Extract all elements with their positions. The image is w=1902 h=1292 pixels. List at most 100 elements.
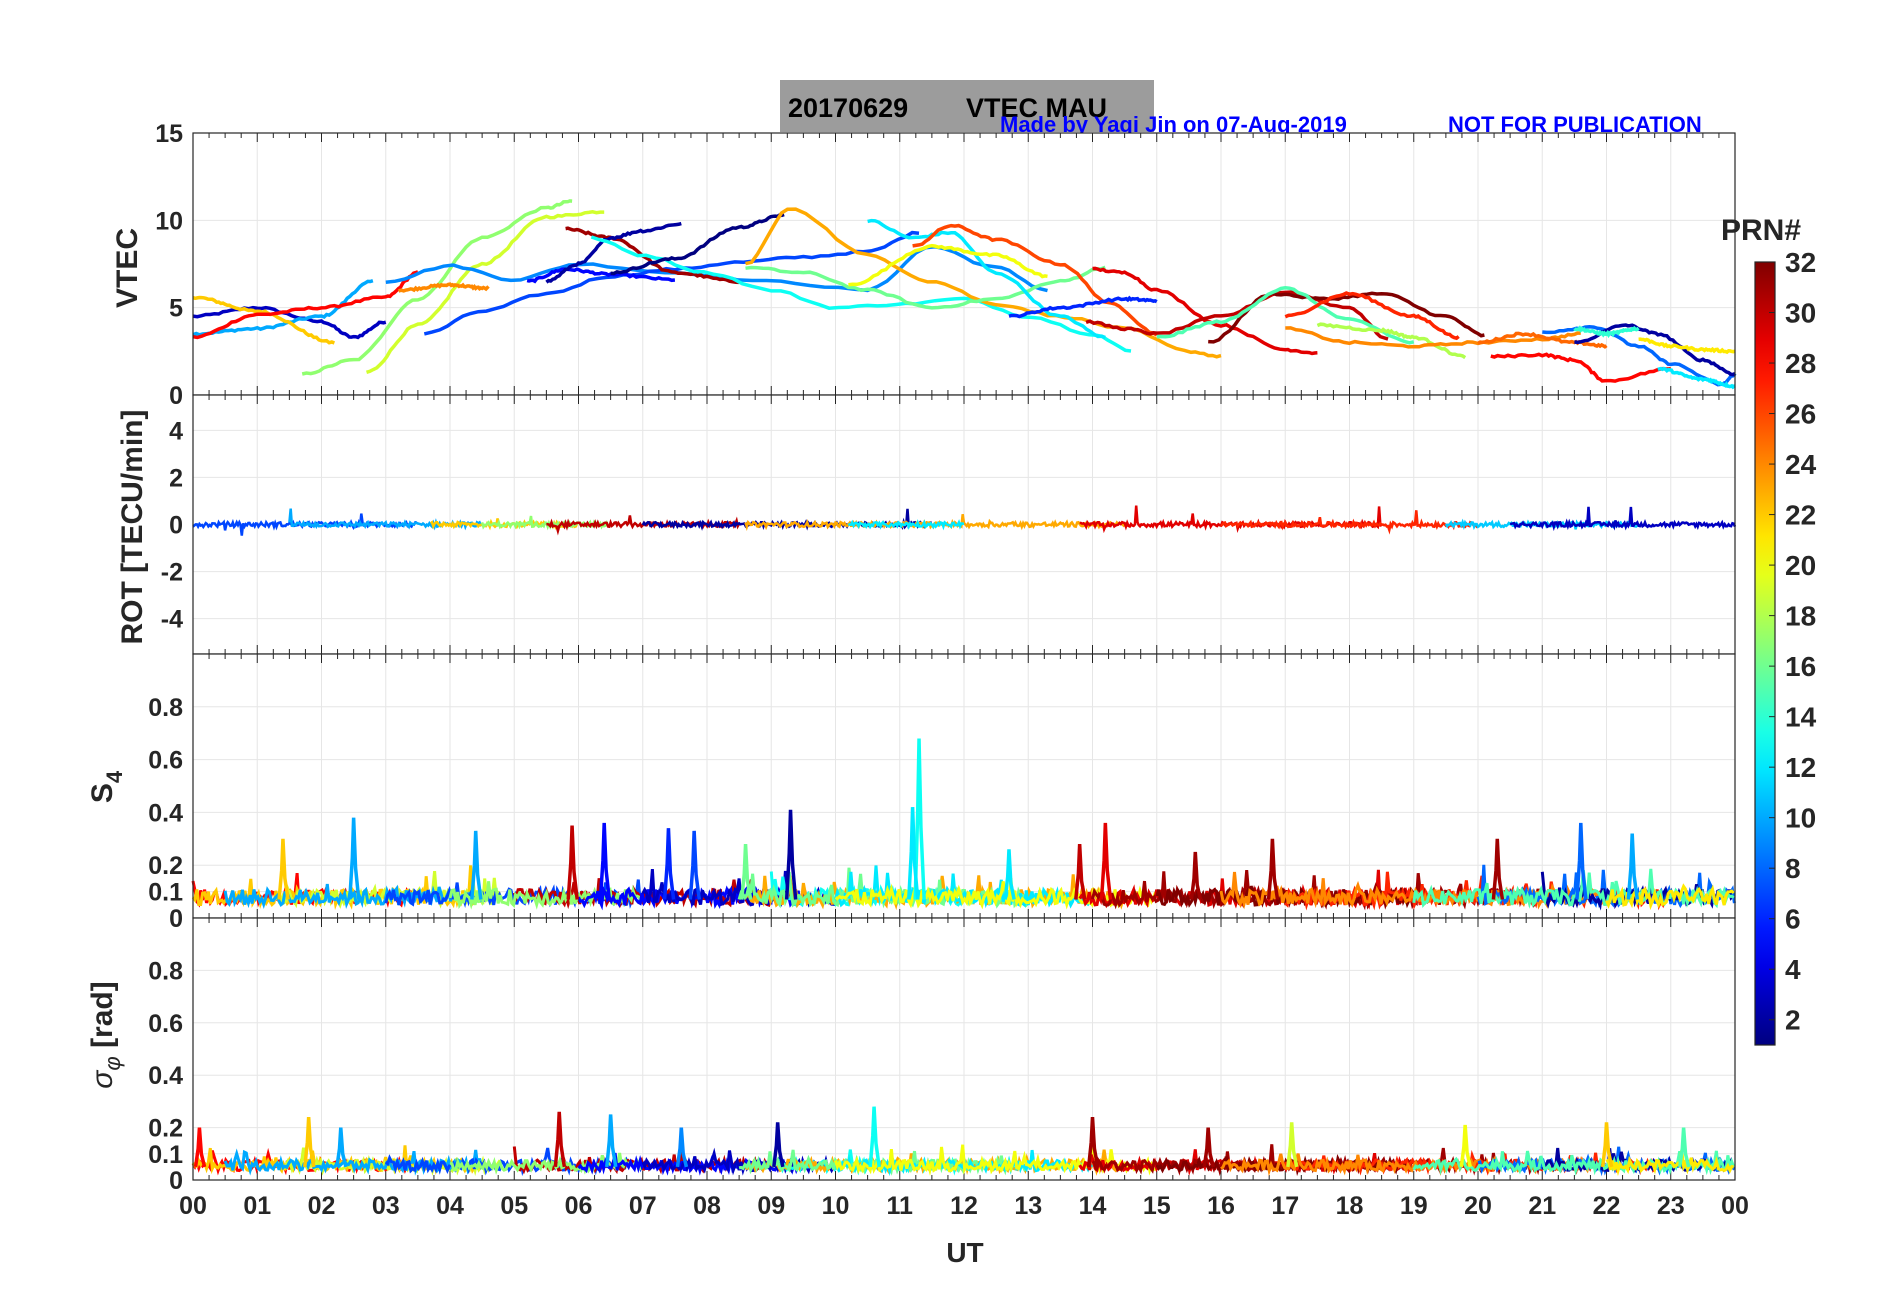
s4-spike-prn-10: [1626, 833, 1640, 900]
sigma_phi-spike-prn-10: [605, 1114, 618, 1168]
sigma-phi-panel: 00.10.2 0.4 0.6 0.8: [148, 917, 1736, 1195]
s4-spike-prn-31: [1491, 838, 1505, 900]
x-tick-label: 23: [1657, 1192, 1685, 1220]
x-tick-label: 00: [179, 1192, 207, 1220]
x-tick-label: 08: [693, 1192, 721, 1220]
vtec-series-prn-22: [192, 295, 336, 345]
sigma_phi-spike-prn-30: [553, 1111, 567, 1168]
vtec-ytick-label: 0: [169, 382, 183, 410]
colorbar-tick-label: 6: [1785, 904, 1801, 935]
s4-spike-prn-12: [906, 807, 920, 900]
vtec-series-prn-15: [1156, 286, 1415, 345]
s4-ytick-label: 0.4: [148, 799, 183, 827]
s4-ylabel: S4: [86, 770, 127, 803]
title-date: 20170629: [788, 93, 908, 123]
s4-spike-prn-22: [277, 838, 290, 900]
vtec-series-prn-30: [1085, 290, 1389, 341]
sigma_phi-ytick-label: 0.4: [148, 1062, 183, 1090]
x-tick-labels: 00 01 02 03 04 05 06 07 08 09 10 11 12 13 14 15 16 17 18 19…: [179, 1192, 1749, 1220]
x-tick-label: 03: [372, 1192, 400, 1220]
vtec-series-prn-27: [1284, 291, 1460, 341]
vtec-series-prn-28: [1490, 352, 1671, 383]
sigma_phi-spike-prn-28: [193, 1127, 207, 1168]
colorbar-tick-label: 28: [1785, 348, 1816, 379]
s4-ylabel-main: S: [86, 783, 119, 803]
s4-ytick-label: 0.1: [148, 879, 183, 907]
s4-panel: 00.10.2 0.4 0.6 0.8: [148, 653, 1736, 933]
s4-series-prn-24: [1219, 871, 1607, 910]
colorbar-tick-label: 22: [1785, 500, 1816, 531]
vtec-series-prn-17: [301, 199, 573, 376]
rot-series-prn-27: [1220, 510, 1479, 535]
sigma_phi-spike-prn-20: [1459, 1124, 1472, 1168]
colorbar-tick-label: 20: [1785, 550, 1816, 581]
rot-series-group: [192, 505, 1737, 536]
x-tick-label: 10: [822, 1192, 850, 1220]
colorbar-tick-label: 16: [1785, 651, 1816, 682]
svg-text:σφ [rad]: σφ [rad]: [86, 981, 125, 1088]
vtec-ytick-label: 10: [155, 207, 183, 235]
vtec-series-prn-18: [1316, 322, 1467, 360]
s4-spike-prn-2: [784, 809, 798, 900]
vtec-series-prn-2: [1574, 323, 1736, 377]
x-tick-label: 13: [1014, 1192, 1042, 1220]
s4-ytick-label: 0.8: [148, 694, 183, 722]
s4-ylabel-sub: 4: [102, 770, 127, 783]
sigma_phi-spike-prn-2: [772, 1122, 785, 1168]
vtec-series-prn-12: [1657, 366, 1736, 390]
title-label: VTEC MAU: [966, 93, 1107, 123]
rot-ytick-label: 0: [169, 512, 183, 540]
x-tick-label: 15: [1143, 1192, 1171, 1220]
vtec-series-prn-16: [745, 265, 1106, 310]
vtec-series-prn-26: [912, 223, 1158, 337]
vtec-series-prn-25: [1477, 331, 1608, 349]
vtec-series-prn-8: [1542, 325, 1737, 387]
x-tick-label: 17: [1271, 1192, 1299, 1220]
x-tick-label: 16: [1207, 1192, 1235, 1220]
colorbar-title: PRN#: [1721, 214, 1801, 247]
vtec-panel: 0 5 10 15: [155, 120, 1737, 410]
sigma_phi-series-group: [191, 1106, 1736, 1177]
sigma_phi-series-prn-21: [1605, 1150, 1734, 1177]
s4-series-prn-10: [223, 883, 483, 909]
sigma_phi-spike-prn-22: [303, 1117, 316, 1168]
vtec-series-prn-19: [366, 210, 605, 374]
sigma-ylabel: σφ [rad]: [86, 981, 125, 1088]
title-block: 20170629 VTEC MAU: [780, 80, 1154, 132]
sigma_phi-series-prn-17: [449, 1152, 643, 1175]
x-tick-label: 04: [436, 1192, 464, 1220]
colorbar-tick-label: 18: [1785, 601, 1816, 632]
x-axis-label: UT: [946, 1237, 983, 1268]
colorbar-tick-label: 8: [1785, 853, 1801, 884]
s4-spike-prn-12: [1003, 849, 1016, 900]
sigma_phi-spike-prn-15: [1678, 1127, 1691, 1168]
x-tick-label: 18: [1336, 1192, 1364, 1220]
title-box: [780, 80, 1154, 132]
x-tick-label: 00: [1721, 1192, 1749, 1220]
s4-spike-prn-30: [566, 825, 579, 900]
vtec-series-prn-14: [1573, 325, 1640, 339]
colorbar-tick-label: 24: [1785, 449, 1817, 480]
s4-spike-prn-29: [1099, 822, 1113, 900]
sigma_phi-spike-prn-13: [868, 1106, 881, 1168]
colorbar-tick-label: 26: [1785, 399, 1816, 430]
colorbar-tick-label: 10: [1785, 803, 1816, 834]
rot-series-prn-3: [1509, 506, 1737, 532]
colorbar-tick-label: 4: [1785, 954, 1801, 985]
svg-text:S4: S4: [86, 770, 127, 803]
x-tick-label: 09: [757, 1192, 785, 1220]
x-tick-label: 05: [500, 1192, 528, 1220]
vtec-series-prn-1: [610, 212, 785, 276]
vtec-ylabel: VTEC: [111, 228, 144, 308]
vtec-series-prn-23: [745, 207, 1222, 359]
s4-series-group: [191, 738, 1736, 911]
s4-spike-prn-30: [1074, 843, 1087, 900]
colorbar-tick-label: 32: [1785, 247, 1816, 278]
s4-spike-prn-10: [470, 830, 483, 900]
s4-spike-prn-31: [1189, 851, 1203, 900]
sigma_phi-ytick-label: 0.6: [148, 1010, 183, 1038]
s4-spike-prn-7: [688, 830, 702, 900]
x-tick-label: 11: [887, 1192, 914, 1220]
